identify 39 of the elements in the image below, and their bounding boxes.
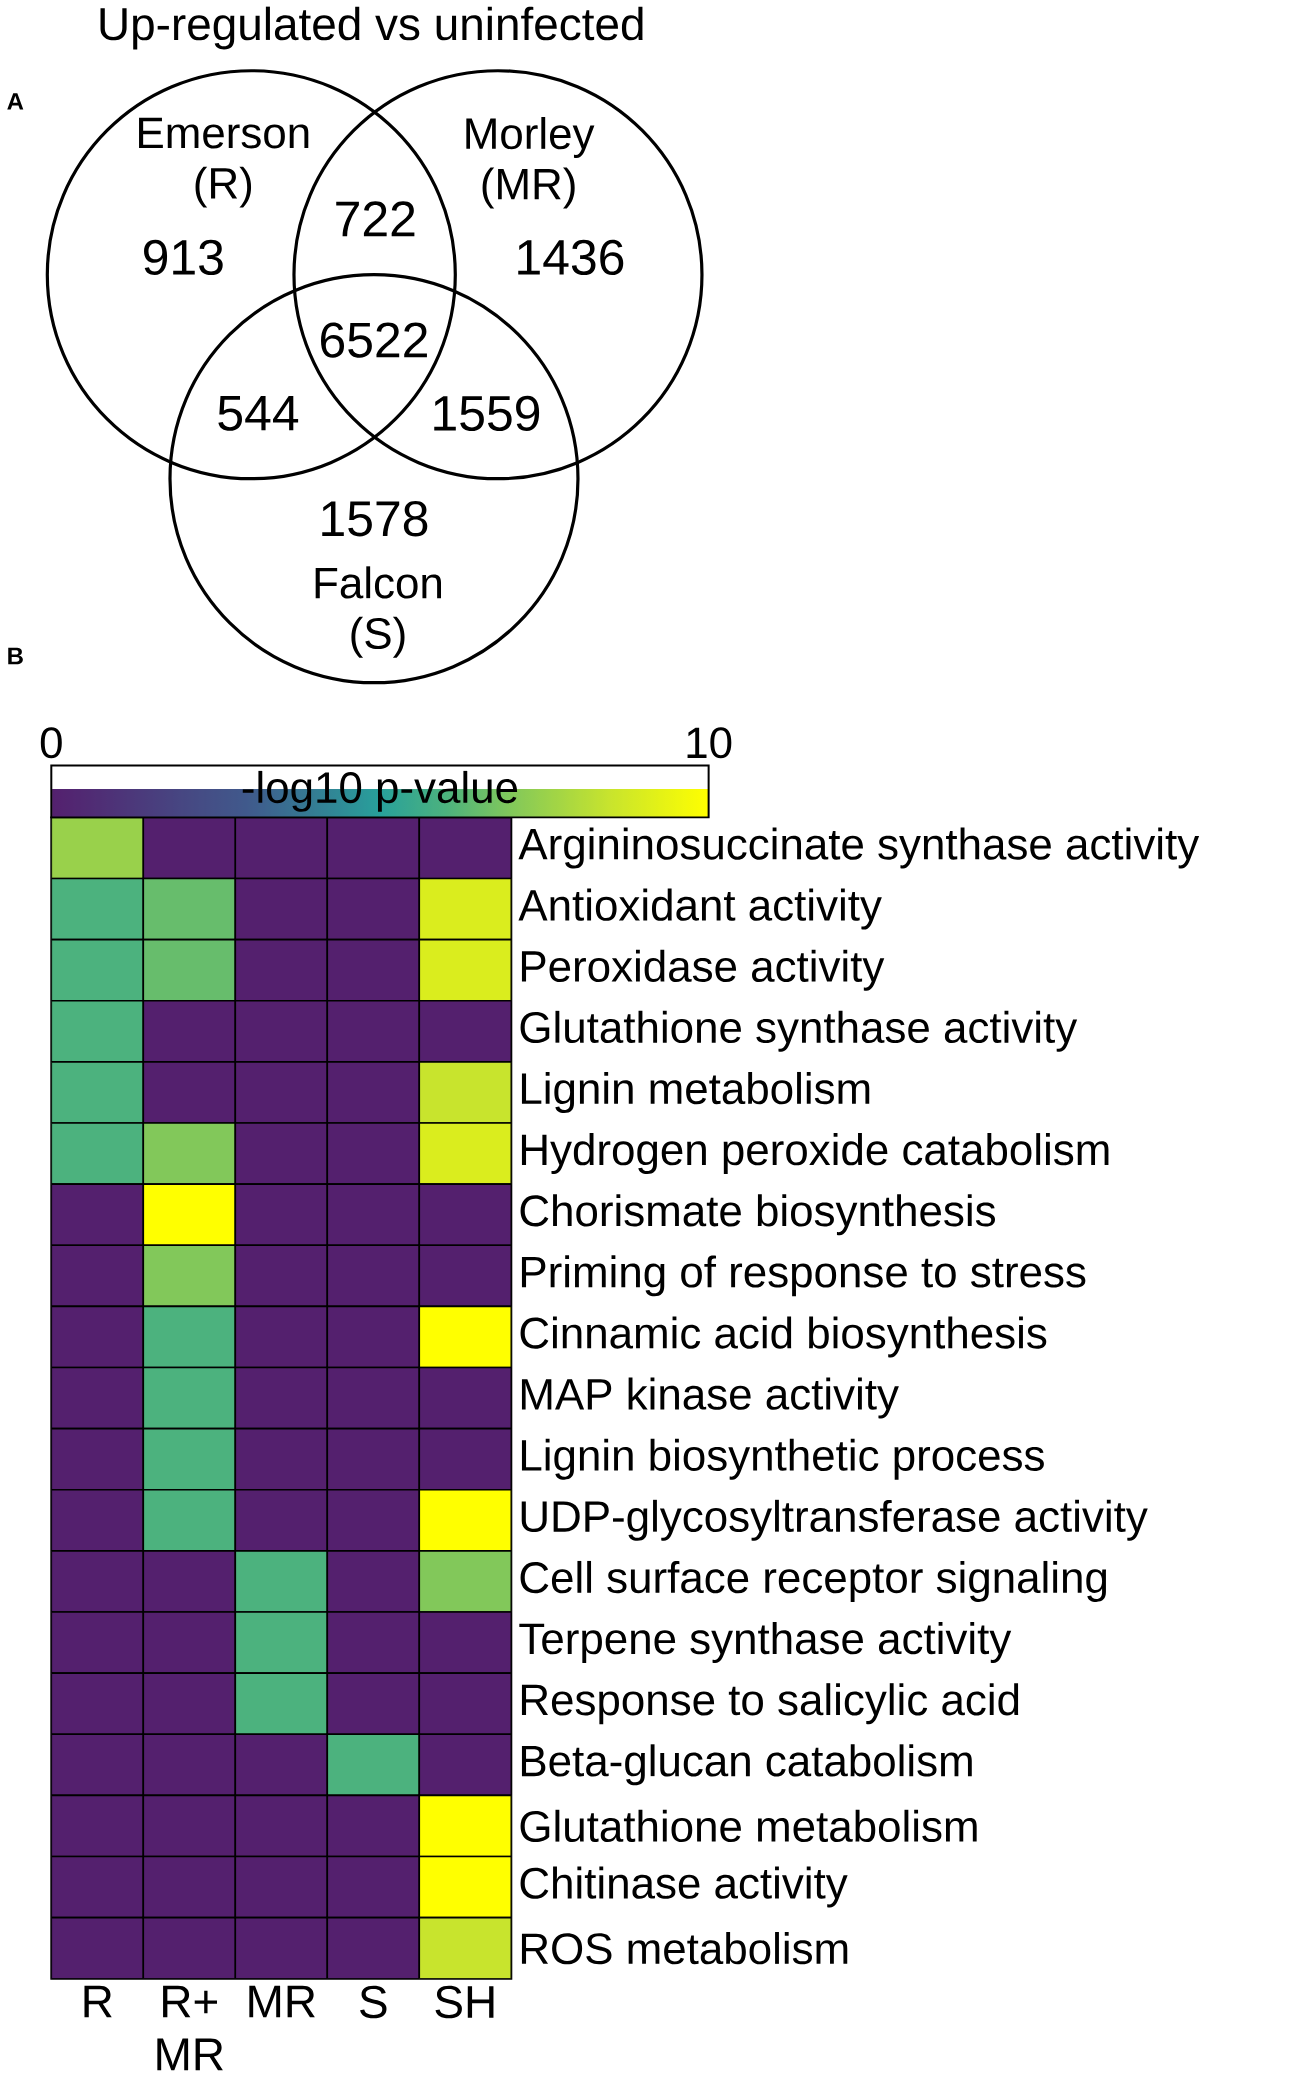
y-tick-label: Glutathione synthase activity (520, 1010, 1077, 1052)
y-tick-label: Cell surface receptor signaling (520, 1560, 1106, 1602)
y-tick-label: Antioxidant activity (518, 888, 882, 930)
y-tick-label: Lignin metabolism (521, 1071, 870, 1113)
y-tick-label: Hydrogen peroxide catabolism (521, 1133, 1109, 1175)
data-label: 1559 (434, 395, 539, 432)
y-tick-label: Terpene synthase activity (519, 1622, 1012, 1663)
text: Emerson (R) (138, 117, 309, 208)
y-tick-label: Cinnamic acid biosynthesis (520, 1316, 1047, 1358)
data-label: 913 (143, 239, 223, 276)
x-tick-label: S (359, 1985, 387, 2019)
x-tick-label: MR (249, 1985, 315, 2018)
color-bar-label: 10 (687, 727, 732, 759)
color-bar-label: 0 (40, 727, 62, 759)
y-tick-label: UDP-glycosyltransferase activity (521, 1499, 1148, 1541)
y-tick-label: Priming of response to stress (521, 1255, 1086, 1297)
y-tick-label: Lignin biosynthetic process (521, 1438, 1044, 1480)
data-label: 6522 (320, 322, 427, 358)
y-tick-label: Response to salicylic acid (521, 1683, 1019, 1725)
y-tick-label: Peroxidase activity (521, 949, 885, 991)
data-label: 1436 (518, 239, 624, 276)
text: Up-regulated vs uninfected (100, 6, 643, 50)
x-tick-label: R+ MR (157, 1985, 223, 2071)
y-tick-label: MAP kinase activity (521, 1377, 899, 1419)
y-tick-label: Glutathione metabolism (520, 1809, 977, 1843)
text: A (7, 93, 24, 110)
y-tick-label: Chitinase activity (520, 1866, 848, 1908)
text: Falcon (S) (315, 566, 441, 658)
data-label: 544 (218, 395, 298, 431)
data-label: 722 (336, 201, 415, 237)
y-tick-label: Beta-glucan catabolism (521, 1744, 972, 1786)
data-label: 1578 (322, 501, 428, 537)
text: B (8, 647, 23, 665)
y-tick-label: ROS metabolism (521, 1932, 848, 1965)
text: Morley (MR) (466, 116, 595, 209)
x-tick-label: R (84, 1985, 112, 2018)
x-tick-label: SH (435, 1985, 494, 2019)
y-tick-label: Chorismate biosynthesis (520, 1194, 995, 1236)
y-tick-label: Argininosuccinate synthase activity (518, 827, 1199, 869)
